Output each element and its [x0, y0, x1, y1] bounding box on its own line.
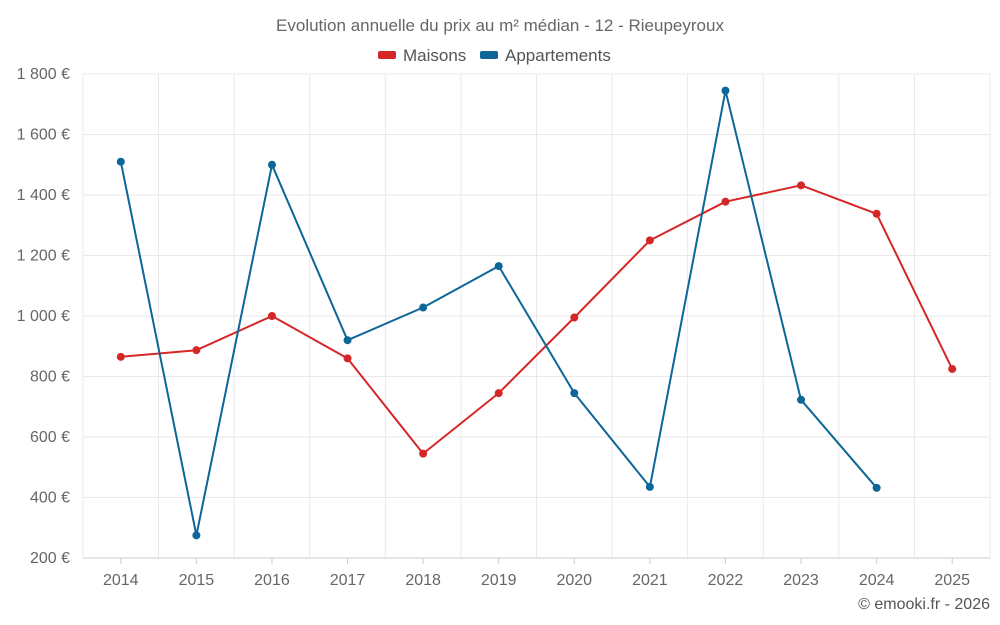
data-point[interactable] — [721, 197, 730, 206]
legend-label: Maisons — [403, 46, 466, 65]
data-point[interactable] — [872, 209, 881, 218]
x-tick-label: 2024 — [859, 572, 895, 589]
series — [116, 86, 957, 540]
data-point[interactable] — [419, 303, 428, 312]
x-tick-label: 2025 — [934, 572, 970, 589]
legend[interactable]: Maisons Appartements — [378, 46, 611, 65]
data-point[interactable] — [343, 354, 352, 363]
y-tick-label: 400 € — [30, 490, 70, 507]
data-point[interactable] — [192, 531, 201, 540]
data-point[interactable] — [116, 352, 125, 361]
data-point[interactable] — [797, 181, 806, 190]
data-point[interactable] — [494, 389, 503, 398]
x-tick-label: 2022 — [708, 572, 744, 589]
data-point[interactable] — [494, 262, 503, 271]
series-appartements — [116, 86, 881, 540]
data-point[interactable] — [948, 364, 957, 373]
data-point[interactable] — [872, 483, 881, 492]
legend-item-maisons[interactable]: Maisons — [378, 46, 466, 65]
data-point[interactable] — [645, 236, 654, 245]
data-point[interactable] — [192, 346, 201, 355]
x-tick-label: 2018 — [405, 572, 441, 589]
y-tick-label: 1 600 € — [17, 127, 70, 144]
axes: 200 € 400 € 600 € 800 € 1 000 € 1 200 € 1 400 … — [17, 66, 990, 589]
x-tick-label: 2016 — [254, 572, 290, 589]
series-maisons — [116, 181, 957, 458]
data-point[interactable] — [116, 157, 125, 166]
y-tick-label: 1 000 € — [17, 308, 70, 325]
data-point[interactable] — [797, 395, 806, 404]
series-line — [120, 184, 954, 455]
x-tick-label: 2021 — [632, 572, 668, 589]
x-tick-label: 2020 — [556, 572, 592, 589]
chart-title: Evolution annuelle du prix au m² médian … — [276, 16, 724, 35]
data-point[interactable] — [645, 482, 654, 491]
data-point[interactable] — [267, 160, 276, 169]
y-tick-label: 800 € — [30, 369, 70, 386]
x-tick-label: 2023 — [783, 572, 819, 589]
y-tick-label: 200 € — [30, 550, 70, 567]
data-point[interactable] — [721, 86, 730, 95]
legend-swatch — [480, 51, 498, 59]
y-tick-label: 1 800 € — [17, 66, 70, 83]
legend-label: Appartements — [505, 46, 611, 65]
x-tick-label: 2015 — [179, 572, 215, 589]
y-tick-label: 1 200 € — [17, 248, 70, 265]
x-tick-label: 2017 — [330, 572, 366, 589]
data-point[interactable] — [419, 449, 428, 458]
credit-text: © emooki.fr - 2026 — [858, 596, 990, 613]
x-tick-label: 2014 — [103, 572, 139, 589]
grid — [82, 73, 991, 558]
data-point[interactable] — [570, 389, 579, 398]
legend-swatch — [378, 51, 396, 59]
data-point[interactable] — [343, 336, 352, 345]
legend-item-appartements[interactable]: Appartements — [480, 46, 611, 65]
y-tick-label: 1 400 € — [17, 187, 70, 204]
data-point[interactable] — [267, 312, 276, 320]
x-tick-label: 2019 — [481, 572, 517, 589]
y-tick-label: 600 € — [30, 429, 70, 446]
data-point[interactable] — [570, 313, 579, 322]
